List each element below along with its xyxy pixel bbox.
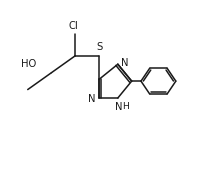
- Text: N: N: [115, 102, 123, 112]
- Text: N: N: [121, 58, 129, 68]
- Text: S: S: [97, 42, 103, 52]
- Text: N: N: [88, 94, 95, 104]
- Text: Cl: Cl: [68, 21, 78, 31]
- Text: H: H: [122, 102, 129, 111]
- Text: HO: HO: [21, 59, 36, 69]
